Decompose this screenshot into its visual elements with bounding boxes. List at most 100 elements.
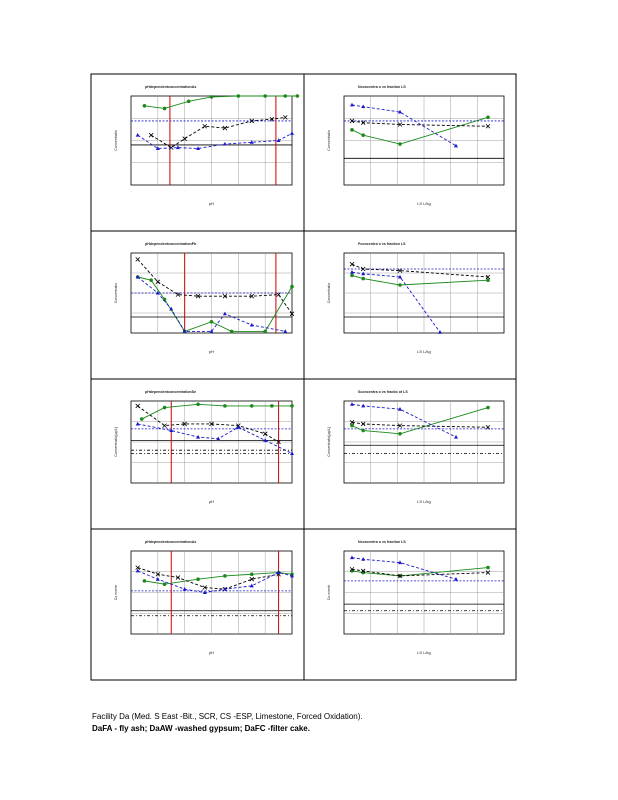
data-point-x	[222, 293, 228, 299]
data-point-triangle	[182, 329, 187, 333]
x-axis-label: pH	[209, 349, 214, 354]
x-tick-label: ·	[477, 189, 478, 193]
panel-frame	[90, 378, 305, 530]
data-point-triangle	[361, 557, 366, 561]
series-line-triangle	[351, 557, 457, 580]
data-point-x	[148, 132, 154, 138]
x-tick-label: ·	[370, 189, 371, 193]
data-point-x	[360, 266, 366, 272]
data-point-triangle	[249, 583, 254, 588]
y-axis-label: Concentratio	[327, 283, 331, 303]
data-point-x	[360, 568, 366, 574]
data-point-circle	[229, 329, 234, 334]
series-line-circle	[144, 95, 298, 109]
series-line-circle	[137, 276, 293, 332]
data-point-x	[349, 261, 355, 267]
data-point-x	[175, 292, 181, 297]
data-point-circle	[223, 574, 227, 578]
x-tick-label: ·	[397, 487, 398, 491]
series-line-x	[150, 116, 286, 149]
chart-panel-row4-right: · · · · · · · Nconcentra o vs fraction LS LS L/k…	[303, 528, 517, 681]
x-tick-label: ·	[211, 638, 212, 642]
x-tick-label: ·	[184, 487, 185, 491]
data-point-x	[485, 424, 491, 430]
data-point-triangle	[202, 590, 207, 594]
data-point-triangle	[169, 306, 174, 311]
data-point-circle	[361, 428, 366, 433]
data-point-circle	[398, 142, 402, 146]
x-tick-label: ·	[131, 638, 132, 642]
chart-title: Pconcentra o vs fraction LS	[358, 242, 406, 246]
y-axis-label: Concentratio[µg/L]	[114, 427, 118, 456]
x-tick-label: ·	[211, 337, 212, 341]
data-point-x	[349, 566, 355, 572]
data-point-x	[360, 120, 366, 125]
data-point-triangle	[216, 436, 221, 441]
data-point-triangle	[135, 568, 140, 573]
chart-title: Sconcentra o vs fractio of LS	[358, 390, 408, 394]
series-line-circle	[351, 407, 489, 435]
panel-frame	[303, 528, 517, 681]
data-point-circle	[142, 579, 147, 583]
data-point-circle	[350, 423, 354, 428]
data-point-circle	[263, 329, 267, 334]
y-axis-label: Concentratio[µg/L]	[327, 427, 331, 456]
data-point-x	[349, 118, 355, 124]
data-point-x	[135, 257, 140, 262]
data-point-triangle	[361, 403, 366, 408]
data-point-x	[485, 570, 491, 575]
x-tick-label: ·	[504, 638, 505, 642]
data-point-circle	[350, 273, 354, 278]
data-point-x	[249, 118, 255, 124]
panel-frame	[90, 528, 305, 681]
x-tick-label: ·	[265, 638, 266, 642]
x-tick-label: ·	[265, 487, 266, 491]
data-point-triangle	[263, 438, 268, 442]
data-point-triangle	[182, 586, 187, 591]
x-axis-label: LS L/kg	[417, 499, 431, 504]
data-point-triangle	[361, 104, 366, 109]
x-tick-label: ·	[450, 638, 451, 642]
data-point-triangle	[249, 322, 254, 327]
x-tick-label: ·	[450, 189, 451, 193]
data-point-triangle	[290, 573, 294, 578]
x-axis-label: pH	[209, 650, 214, 655]
data-point-triangle	[398, 274, 402, 279]
data-point-triangle	[361, 271, 366, 276]
data-point-triangle	[169, 428, 174, 433]
data-point-triangle	[454, 143, 458, 148]
x-tick-label: ·	[397, 189, 398, 193]
x-tick-label: ·	[450, 337, 451, 341]
data-point-circle	[196, 577, 200, 582]
y-axis-label: Co ncentr	[327, 584, 331, 600]
data-point-x	[397, 423, 403, 428]
data-point-triangle	[222, 586, 227, 591]
y-axis-label: Concentratio	[327, 130, 331, 150]
data-point-x	[397, 268, 403, 273]
panel-frame	[90, 73, 305, 232]
series-line-x	[351, 263, 489, 278]
data-point-circle	[162, 106, 167, 111]
data-point-triangle	[276, 138, 281, 142]
x-tick-label: ·	[504, 189, 505, 193]
data-point-circle	[263, 94, 267, 98]
data-point-circle	[486, 278, 490, 283]
chart-panel-row3-left: · · · · · · · pHdependentconcentrationSe pH Conce…	[90, 378, 305, 530]
data-point-circle	[142, 103, 147, 108]
data-point-circle	[223, 404, 227, 408]
data-point-circle	[249, 404, 254, 408]
data-point-circle	[196, 402, 200, 407]
series-line-triangle	[351, 104, 457, 147]
x-tick-label: ·	[477, 337, 478, 341]
data-point-x	[269, 116, 275, 122]
series-line-circle	[351, 116, 489, 145]
series-line-x	[351, 421, 489, 428]
data-point-triangle	[196, 146, 201, 151]
x-tick-label: ·	[370, 487, 371, 491]
x-tick-label: ·	[184, 189, 185, 193]
data-point-x	[276, 292, 281, 297]
x-tick-label: ·	[184, 337, 185, 341]
figure-caption: Facility Da (Med. S East -Bit., SCR, CS …	[92, 711, 532, 735]
data-point-x	[485, 123, 491, 129]
data-point-circle	[186, 99, 191, 104]
